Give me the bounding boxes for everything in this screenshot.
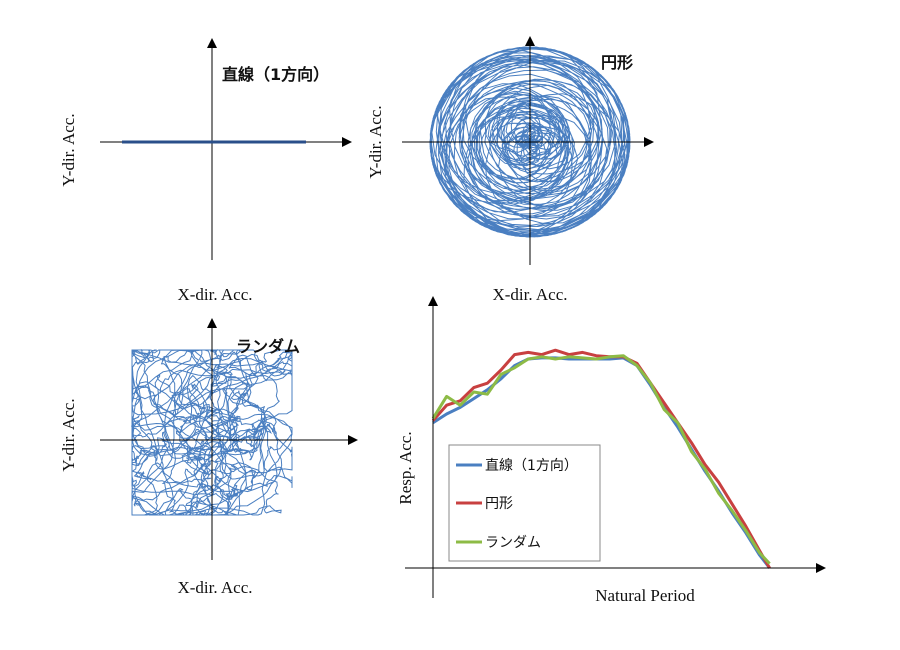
- legend-label-random: ランダム: [485, 535, 541, 551]
- series-line-1: [431, 348, 771, 569]
- x-axis-label: X-dir. Acc.: [177, 285, 252, 304]
- legend-label-circular: 円形: [485, 496, 513, 512]
- panel-response-spectrum: Natural Period Resp. Acc. 直線（1方向） 円形 ランダ…: [396, 296, 826, 605]
- x-axis-label: X-dir. Acc.: [492, 285, 567, 304]
- x-axis-label: Natural Period: [595, 586, 695, 605]
- legend: 直線（1方向） 円形 ランダム: [448, 444, 601, 562]
- random-orbit: [130, 348, 293, 517]
- panel-title: 直線（1方向）: [222, 65, 329, 84]
- y-axis-label: Y-dir. Acc.: [366, 105, 385, 178]
- panel-linear: 直線（1方向） X-dir. Acc. Y-dir. Acc.: [59, 38, 352, 304]
- panel-title: ランダム: [236, 337, 300, 356]
- y-axis-label: Resp. Acc.: [396, 431, 415, 504]
- panel-title: 円形: [601, 53, 633, 72]
- y-axis-label: Y-dir. Acc.: [59, 398, 78, 471]
- circular-orbit: [429, 46, 631, 238]
- legend-label-linear: 直線（1方向）: [485, 457, 578, 474]
- panel-random: ランダム X-dir. Acc. Y-dir. Acc.: [59, 318, 358, 597]
- panel-circular: 円形 X-dir. Acc. Y-dir. Acc.: [366, 36, 654, 304]
- y-axis-label: Y-dir. Acc.: [59, 113, 78, 186]
- x-axis-label: X-dir. Acc.: [177, 578, 252, 597]
- series-line-2: [431, 354, 771, 565]
